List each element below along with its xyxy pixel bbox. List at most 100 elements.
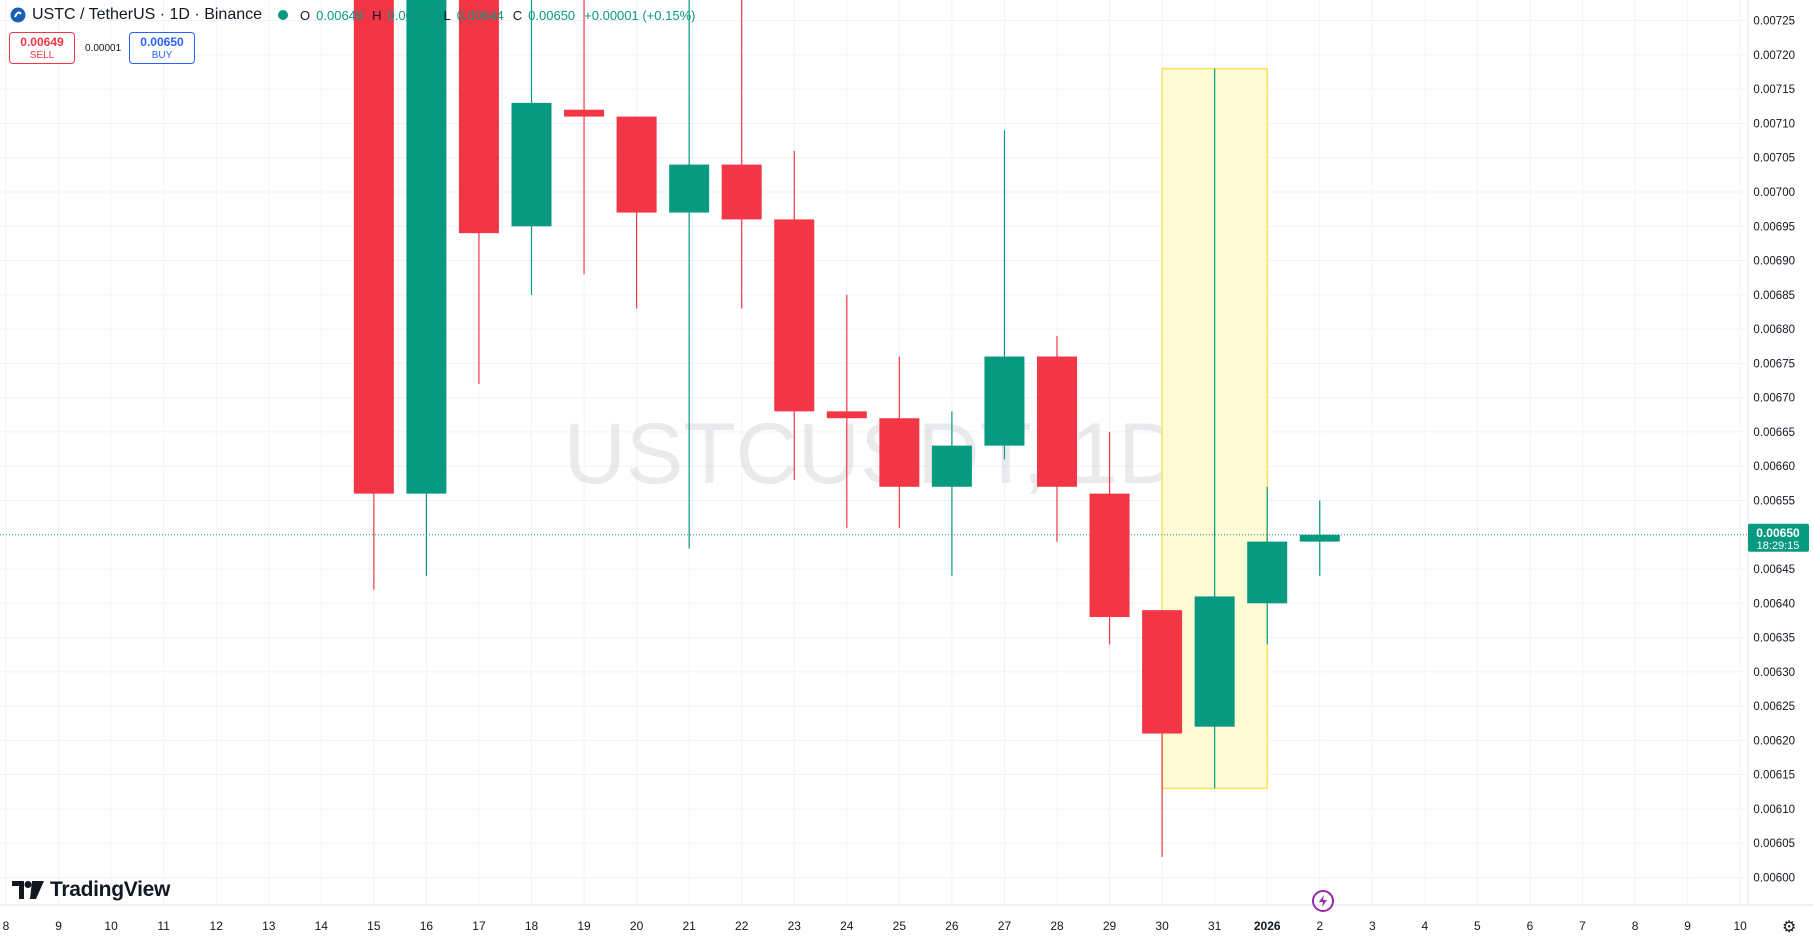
candle-body [406, 0, 447, 494]
price-tick-label: 0.00635 [1753, 633, 1795, 645]
candle-body [564, 109, 605, 117]
time-tick-label: 17 [472, 919, 486, 933]
price-tick-label: 0.00640 [1753, 598, 1795, 610]
candle-body [458, 0, 499, 234]
time-tick-label: 10 [1733, 919, 1747, 933]
price-tick-label: 0.00610 [1753, 804, 1795, 816]
price-tick-label: 0.00695 [1753, 221, 1795, 233]
time-tick-label: 27 [998, 919, 1012, 933]
time-tick-label: 7 [1579, 919, 1586, 933]
ohlc-open-value: 0.00649 [316, 7, 364, 23]
time-tick-label: 15 [367, 919, 381, 933]
candle-body [1247, 541, 1288, 604]
time-tick-label: 21 [682, 919, 696, 933]
time-tick-label: 14 [315, 919, 329, 933]
ohlc-low-label: L [443, 7, 451, 23]
time-tick-label: 13 [262, 919, 276, 933]
time-tick-label: 2026 [1254, 919, 1281, 933]
price-tick-label: 0.00715 [1753, 84, 1795, 96]
sell-price: 0.00649 [20, 35, 64, 49]
tradingview-logo[interactable]: TradingView [12, 878, 170, 902]
time-tick-label: 6 [1527, 919, 1534, 933]
time-tick-label: 18 [525, 919, 539, 933]
price-axis-bg [1748, 0, 1813, 943]
price-tick-label: 0.00685 [1753, 290, 1795, 302]
time-tick-label: 5 [1474, 919, 1481, 933]
price-tag [1748, 523, 1809, 552]
price-tick-label: 0.00690 [1753, 256, 1795, 268]
time-tick-label: 25 [893, 919, 907, 933]
price-tick-label: 0.00680 [1753, 324, 1795, 336]
ohlc-close-label: C [512, 7, 523, 23]
lightning-glyph [1319, 895, 1327, 907]
time-tick-label: 23 [788, 919, 802, 933]
spread-value: 0.00001 [85, 43, 122, 54]
time-tick-label: 12 [210, 919, 224, 933]
candle-body [616, 116, 657, 213]
time-tick-label: 16 [420, 919, 434, 933]
time-tick-label: 8 [1632, 919, 1639, 933]
lightning-icon[interactable] [1312, 890, 1334, 912]
price-tick-label: 0.00675 [1753, 358, 1795, 370]
price-tick-label: 0.00655 [1753, 495, 1795, 507]
candle-body [1142, 610, 1183, 734]
candle-body [879, 418, 920, 487]
time-tick-label: 24 [840, 919, 854, 933]
time-tick-label: 20 [630, 919, 644, 933]
price-tick-label: 0.00605 [1753, 838, 1795, 850]
price-tick-label: 0.00705 [1753, 153, 1795, 165]
tradingview-logo-icon [12, 881, 44, 899]
price-tick-label: 0.00665 [1753, 427, 1795, 439]
price-tag-countdown: 18:29:15 [1757, 540, 1800, 552]
candle-body [1089, 493, 1130, 618]
price-tick-label: 0.00660 [1753, 461, 1795, 473]
buy-label: BUY [151, 50, 173, 61]
time-tick-label: 9 [55, 919, 62, 933]
candle-body [984, 356, 1025, 446]
price-tick-label: 0.00625 [1753, 701, 1795, 713]
time-axis-bg [0, 905, 1813, 943]
candle-body [353, 0, 394, 494]
price-tick-label: 0.00720 [1753, 50, 1795, 62]
gear-icon[interactable]: ⚙ [1782, 919, 1797, 936]
sell-button[interactable]: 0.00649 SELL [9, 32, 75, 64]
price-tick-label: 0.00615 [1753, 770, 1795, 782]
price-tick-label: 0.00670 [1753, 393, 1795, 405]
ustc-coin-icon [10, 7, 26, 23]
ohlc-open-label: O [300, 7, 311, 23]
time-tick-label: 11 [157, 919, 170, 933]
candle-body [1037, 356, 1077, 487]
price-tick-label: 0.00700 [1753, 187, 1795, 199]
sell-label: SELL [29, 50, 55, 61]
time-tick-label: 29 [1103, 919, 1117, 933]
time-tick-label: 26 [945, 919, 959, 933]
buy-button[interactable]: 0.00650 BUY [129, 32, 195, 64]
candle-body [669, 164, 710, 213]
ohlc-close-value: 0.00650 [528, 7, 576, 23]
candle-body [774, 219, 815, 412]
candle-body [721, 164, 762, 220]
price-tick-label: 0.00620 [1753, 735, 1795, 747]
symbol-title[interactable]: USTC / TetherUS · 1D · Binance [32, 6, 263, 23]
candle-body [826, 411, 867, 419]
candle-body [1194, 596, 1235, 727]
buy-price: 0.00650 [140, 35, 184, 49]
time-tick-label: 19 [577, 919, 591, 933]
time-tick-label: 2 [1316, 919, 1323, 933]
price-tick-label: 0.00600 [1753, 873, 1795, 885]
price-tag-value: 0.00650 [1756, 526, 1800, 540]
time-tick-label: 4 [1422, 919, 1429, 933]
time-tick-label: 28 [1050, 919, 1064, 933]
time-tick-label: 30 [1155, 919, 1169, 933]
price-tick-label: 0.00710 [1753, 118, 1795, 130]
time-tick-label: 22 [735, 919, 749, 933]
ohlc-change: +0.00001 (+0.15%) [584, 7, 696, 23]
time-tick-label: 31 [1208, 919, 1222, 933]
symbol-header: USTC / TetherUS · 1D · Binance O 0.00649 … [10, 6, 698, 24]
ohlc-high-value: 0.00655 [387, 7, 435, 23]
candle-body [931, 445, 972, 487]
price-tick-label: 0.00630 [1753, 667, 1795, 679]
price-tick-label: 0.00645 [1753, 564, 1795, 576]
